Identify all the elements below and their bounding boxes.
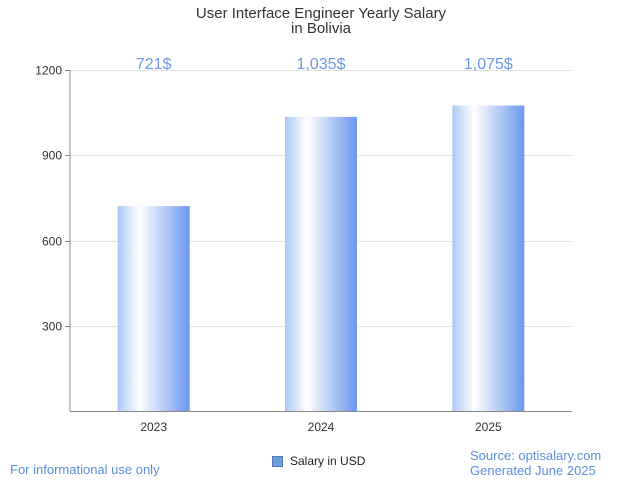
- x-tick-labels: 2023 2024 2025: [140, 420, 502, 434]
- legend: Salary in USD: [272, 454, 365, 468]
- y-tick-label: 600: [42, 235, 62, 249]
- disclaimer-note: For informational use only: [10, 462, 160, 477]
- data-labels: 721$ 1,035$ 1,075$: [136, 56, 513, 73]
- bar-2023: [117, 206, 190, 411]
- y-tick-label: 1200: [35, 64, 62, 78]
- axes: [69, 70, 572, 412]
- legend-swatch: [272, 455, 283, 467]
- legend-label: Salary in USD: [290, 454, 366, 468]
- source-text: Source: optisalary.com: [470, 448, 602, 463]
- y-tick-labels: 300 600 900 1200: [35, 64, 70, 334]
- data-label-2024: 1,035$: [297, 56, 346, 73]
- bar-2024: [285, 116, 357, 411]
- x-tick-label: 2025: [475, 420, 502, 434]
- chart-title-line-2: in Bolivia: [291, 20, 352, 37]
- bars: [117, 105, 525, 411]
- generated-date: Generated June 2025: [470, 463, 596, 478]
- chart-title-line-1: User Interface Engineer Yearly Salary: [196, 5, 447, 22]
- x-tick-label: 2024: [308, 420, 335, 434]
- x-tick-label: 2023: [140, 420, 167, 434]
- bar-2025: [452, 105, 525, 411]
- data-label-2023: 721$: [136, 56, 172, 73]
- y-tick-label: 300: [42, 320, 62, 334]
- y-tick-label: 900: [42, 149, 62, 163]
- source-block: Source: optisalary.com Generated June 20…: [470, 448, 601, 478]
- data-label-2025: 1,075$: [464, 56, 513, 73]
